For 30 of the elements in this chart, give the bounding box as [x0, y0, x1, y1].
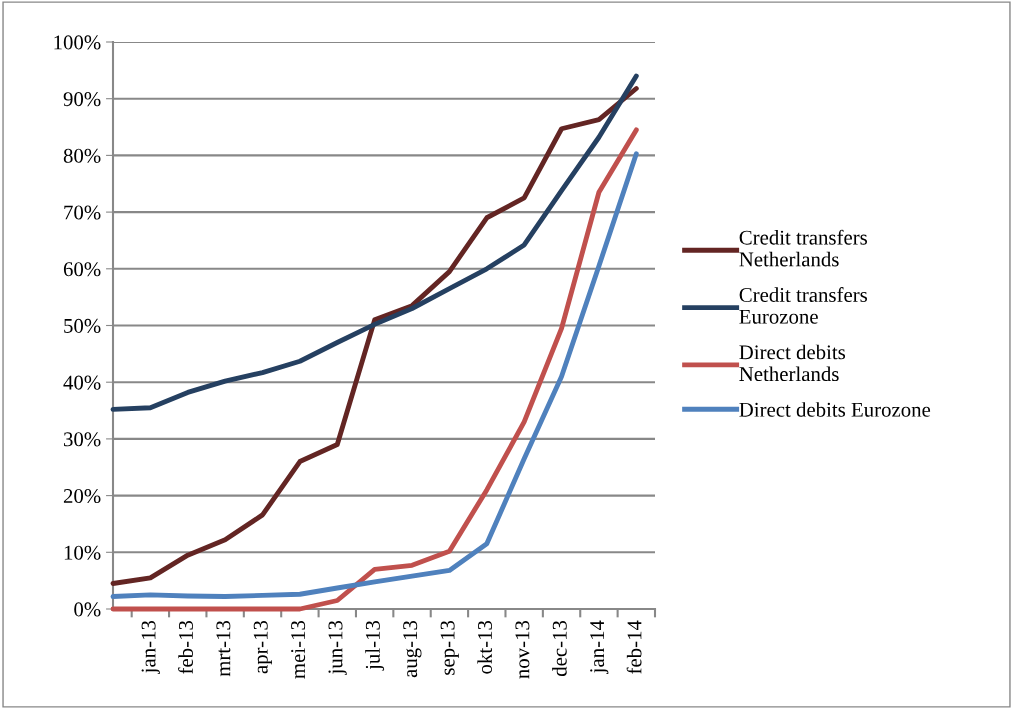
y-tick-label: 50%: [64, 318, 101, 333]
x-tick-label: okt-13: [477, 620, 493, 674]
y-tick-label: 100%: [54, 35, 101, 50]
x-tick-label: dec-13: [552, 620, 567, 677]
x-tick-label: sep-13: [440, 620, 459, 675]
legend-label: Credit transfers Eurozone: [739, 287, 868, 324]
y-tick-label: 40%: [63, 375, 101, 390]
x-tick-label: feb-13: [178, 620, 193, 674]
legend-label: Credit transfers Netherlands: [739, 229, 868, 267]
y-tick-label: 30%: [64, 432, 101, 447]
x-tick-label: nov-13: [515, 620, 530, 679]
x-tick-label: jul-13: [365, 620, 385, 671]
line-series: [110, 73, 639, 412]
y-tick-label: 0%: [74, 602, 101, 617]
y-tick-label: 10%: [64, 545, 101, 560]
y-tick-label: 20%: [63, 488, 101, 504]
x-tick-label: jun-13: [328, 620, 347, 676]
x-tick-label: aug-13: [403, 620, 422, 678]
y-tick-label: 70%: [64, 205, 101, 220]
y-tick-label: 80%: [63, 148, 101, 163]
x-tick-label: apr-13: [253, 620, 272, 674]
y-tick-label: 60%: [63, 262, 101, 277]
x-tick-label: jan-14: [590, 620, 609, 674]
legend-label: Direct debits Netherlands: [739, 344, 846, 382]
x-tick-label: jan-13: [141, 620, 160, 674]
y-tick-label: 90%: [63, 92, 101, 107]
legend-label: Direct debits Eurozone: [739, 402, 931, 417]
x-tick-label: mei-13: [291, 620, 306, 679]
x-tick-label: feb-14: [626, 620, 642, 674]
x-tick-label: mrt-13: [216, 620, 231, 677]
